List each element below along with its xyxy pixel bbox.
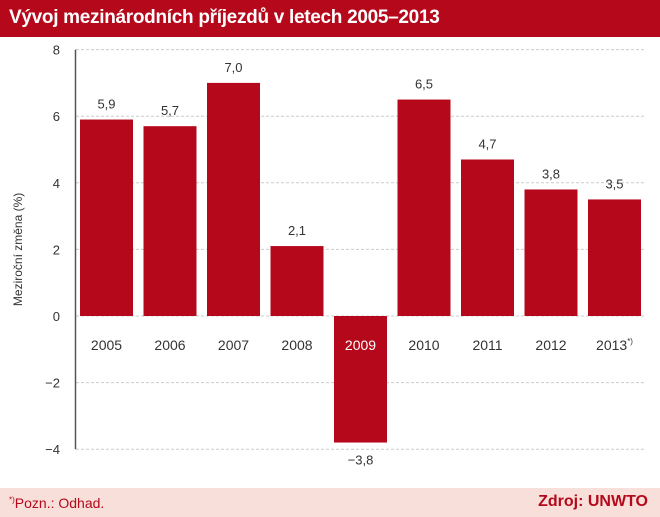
data-label: 6,5: [415, 77, 433, 92]
data-label: 5,7: [161, 103, 179, 118]
x-tick-label: 2011: [472, 337, 502, 353]
footnote-text: Pozn.: Odhad.: [14, 495, 105, 511]
y-tick-label: 8: [53, 43, 60, 58]
header: Vývoj mezinárodních příjezdů v letech 20…: [0, 0, 660, 37]
x-tick-label: 2012: [535, 337, 566, 353]
y-tick-label: −4: [45, 442, 60, 457]
data-label: 3,5: [605, 176, 623, 191]
data-label: 3,8: [542, 166, 560, 181]
chart: 8 6 4 2 0 −2 −4 Meziroční změna (%) 5,9 2005 5,7 20…: [11, 43, 645, 468]
footnote: *)Pozn.: Odhad.: [9, 495, 104, 511]
x-tick-label: 2010: [408, 337, 439, 353]
chart-title: Vývoj mezinárodních příjezdů v letech 20…: [9, 7, 440, 28]
bar-2008: [270, 246, 324, 316]
bar-2011: [461, 159, 514, 316]
x-tick-label: 2009: [345, 337, 376, 353]
y-tick-label: 6: [53, 109, 60, 124]
bar-2013*): [588, 199, 641, 316]
y-tick-label: 2: [53, 242, 60, 257]
x-tick-label: 2007: [218, 337, 249, 353]
y-tick-label: 4: [53, 176, 60, 191]
x-tick-label: 2013*): [596, 337, 633, 353]
x-tick-label: 2005: [91, 337, 122, 353]
data-label: 7,0: [224, 60, 242, 75]
y-tick-label: 0: [53, 309, 60, 324]
data-label: 4,7: [478, 136, 496, 151]
bar-2006: [143, 126, 197, 316]
y-tick-label: −2: [45, 376, 60, 391]
footnote-mark: *): [9, 495, 15, 505]
x-tick-label: 2006: [154, 337, 185, 353]
data-label: 2,1: [288, 223, 306, 238]
y-axis-label: Meziroční změna (%): [11, 193, 25, 306]
bar-2009: [334, 316, 387, 443]
source: Zdroj: UNWTO: [538, 493, 648, 510]
footer: *)Pozn.: Odhad. Zdroj: UNWTO: [0, 488, 660, 517]
data-label: −3,8: [348, 453, 374, 468]
x-tick-label: 2008: [281, 337, 312, 353]
bar-2005: [80, 119, 133, 316]
bar-2012: [524, 189, 578, 316]
data-label: 5,9: [97, 97, 115, 112]
bar-2010: [397, 99, 451, 316]
bar-2007: [207, 82, 260, 317]
